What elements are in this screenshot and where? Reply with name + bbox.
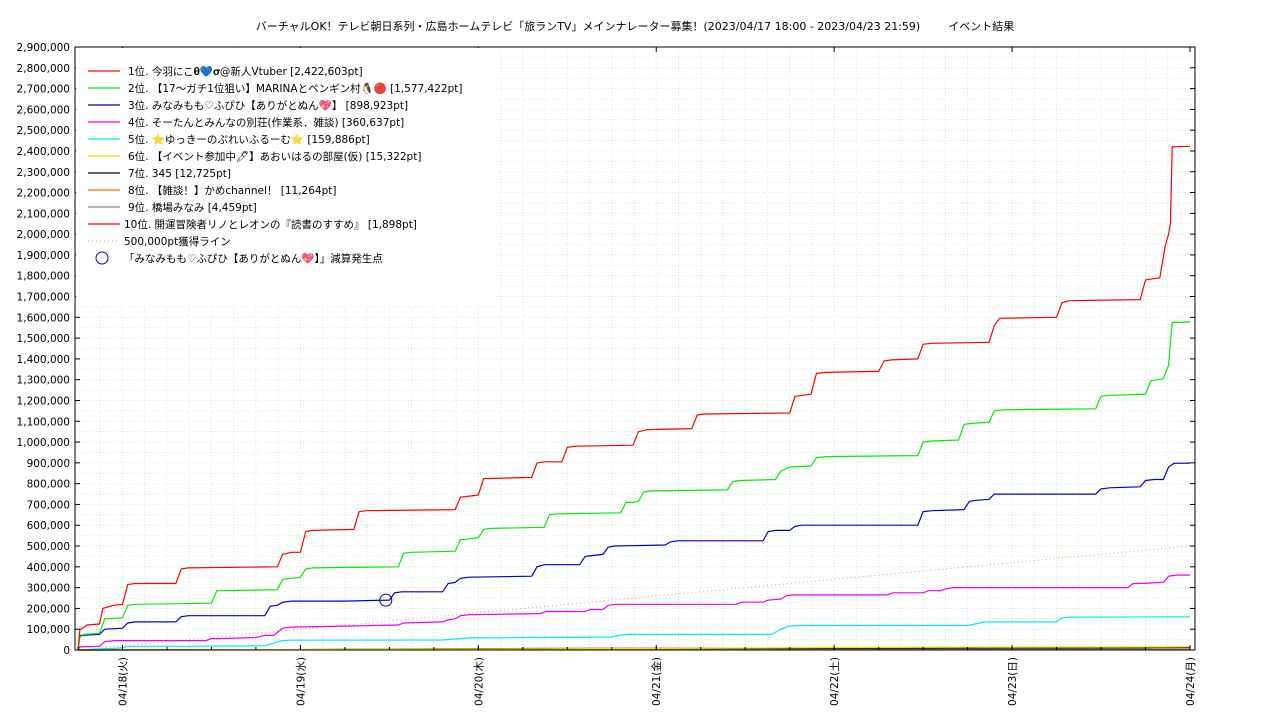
y-tick-label: 1,600,000 <box>17 312 70 324</box>
x-tick-label: 04/24(月) <box>1185 657 1197 706</box>
y-tick-label: 1,400,000 <box>17 354 70 366</box>
x-tick-label: 04/22(土) <box>828 657 841 706</box>
chart-title-main: バーチャルOK！テレビ朝日系列・広島ホームテレビ「旅ランTV」メインナレーター募… <box>255 20 921 33</box>
chart-title-suffix: イベント結果 <box>948 20 1015 33</box>
legend-label: 1位. 今羽にこ𝛉💙𝛔@新人Vtuber [2,422,603pt] <box>128 65 363 78</box>
series-line-1 <box>77 145 1191 651</box>
y-tick-label: 1,800,000 <box>17 271 70 283</box>
y-tick-label: 100,000 <box>27 624 70 636</box>
legend-background <box>76 48 496 306</box>
series-line-5 <box>77 616 1191 651</box>
series-line-2 <box>77 321 1191 651</box>
y-tick-label: 2,300,000 <box>17 167 70 179</box>
y-tick-label: 900,000 <box>27 458 70 470</box>
y-tick-label: 1,700,000 <box>17 292 70 304</box>
y-tick-label: 0 <box>63 645 70 657</box>
y-tick-label: 500,000 <box>27 541 70 553</box>
y-tick-label: 2,100,000 <box>17 208 70 220</box>
x-axis-ticks: 04/18(火) 04/19(水) 04/20(木) 04/21(金) 04/22(土)… <box>77 47 1197 706</box>
y-tick-label: 2,200,000 <box>17 188 70 200</box>
series-line-4 <box>77 574 1191 651</box>
y-tick-label: 700,000 <box>27 499 70 511</box>
y-tick-label: 2,500,000 <box>17 125 70 137</box>
y-tick-label: 2,000,000 <box>17 229 70 241</box>
legend-label: 5位. ⭐ゆっきーのぷれいふるーむ⭐ [159,886pt] <box>128 133 370 146</box>
y-tick-label: 200,000 <box>27 603 70 615</box>
y-tick-label: 1,300,000 <box>17 375 70 387</box>
y-tick-label: 400,000 <box>27 562 70 574</box>
x-tick-label: 04/21(金) <box>650 657 663 706</box>
x-tick-label: 04/23(日) <box>1007 657 1019 706</box>
legend-label: 8位. 【雑談！】かめchannel！ [11,264pt] <box>128 184 336 197</box>
markers <box>379 593 393 607</box>
y-tick-label: 1,200,000 <box>17 395 70 407</box>
y-tick-label: 2,900,000 <box>17 42 70 54</box>
y-tick-label: 300,000 <box>27 583 70 595</box>
legend-label-reference: 500,000pt獲得ライン <box>124 235 231 248</box>
y-tick-label: 2,600,000 <box>17 104 70 116</box>
legend-label: 10位. 開運冒険者リノとレオンの『読書のすすめ』 [1,898pt] <box>124 218 417 231</box>
x-tick-label: 04/19(水) <box>295 657 307 706</box>
y-tick-label: 2,700,000 <box>17 84 70 96</box>
subtraction-marker <box>379 593 393 607</box>
legend-label: 3位. みなみもも♡ふぴひ【ありがとぬん💖】 [898,923pt] <box>128 99 408 112</box>
y-tick-label: 1,900,000 <box>17 250 70 262</box>
y-tick-label: 800,000 <box>27 479 70 491</box>
x-tick-label: 04/18(火) <box>117 657 129 706</box>
legend-label-marker: 「みなみもも♡ふぴひ【ありがとぬん💖】」減算発生点 <box>124 252 383 265</box>
plot-frame <box>74 46 1196 651</box>
y-tick-label: 1,100,000 <box>17 416 70 428</box>
legend-label: 2位. 【17〜ガチ1位狙い】MARINAとペンギン村🐧🔴 [1,577,422… <box>128 82 462 95</box>
legend-label: 7位. 345 [12,725pt] <box>128 167 231 180</box>
legend-label: 6位. 【イベント参加中🖊】あおいはるの部屋(仮) [15,322pt] <box>128 150 421 163</box>
legend-label: 9位. 橋場みなみ [4,459pt] <box>128 201 257 214</box>
y-tick-label: 2,800,000 <box>17 63 70 75</box>
y-tick-label: 1,000,000 <box>17 437 70 449</box>
legend: 1位. 今羽にこ𝛉💙𝛔@新人Vtuber [2,422,603pt] 2位. 【1… <box>76 48 496 306</box>
legend-marker <box>95 251 109 265</box>
x-tick-label: 04/20(木) <box>473 657 485 706</box>
y-tick-label: 1,500,000 <box>17 333 70 345</box>
legend-label: 4位. そーたんとみんなの別荘(作業系．雑談) [360,637pt] <box>128 116 404 129</box>
series-line-3 <box>77 462 1191 651</box>
y-tick-label: 600,000 <box>27 520 70 532</box>
y-tick-label: 2,400,000 <box>17 146 70 158</box>
chart-title: バーチャルOK！テレビ朝日系列・広島ホームテレビ「旅ランTV」メインナレーター募… <box>0 18 1270 34</box>
